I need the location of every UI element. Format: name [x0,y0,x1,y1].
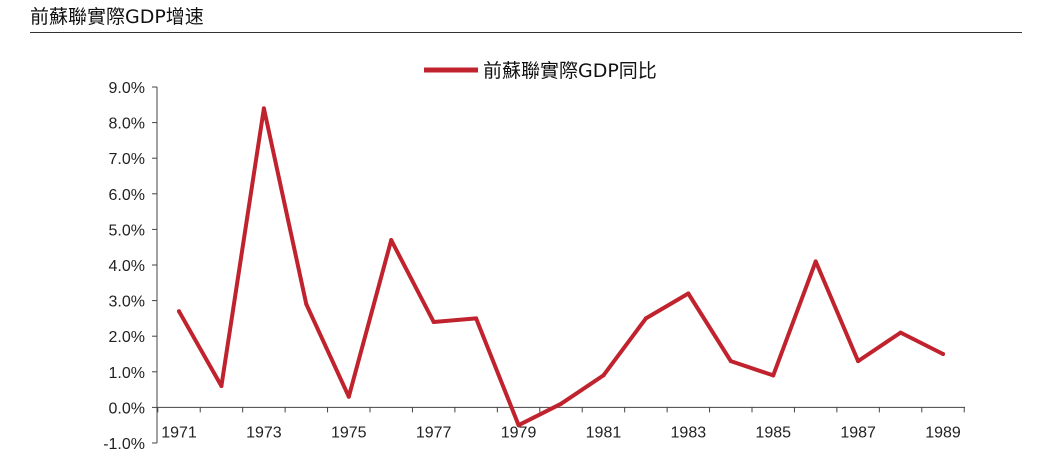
data-point [261,106,266,111]
x-tick-label: 1985 [755,424,791,441]
data-point [941,352,945,356]
page-title: 前蘇聯實際GDP增速 [30,6,204,28]
series-layer [177,106,945,428]
series-line [177,106,945,428]
y-tick-label: 3.0% [109,294,145,311]
data-point [643,316,648,321]
x-tick-label: 1977 [416,424,452,441]
y-tick-label: 7.0% [109,151,145,168]
data-point [516,423,521,428]
y-tick-label: 1.0% [109,365,145,382]
data-point [898,330,903,335]
data-point [728,359,733,364]
data-point [686,291,691,296]
y-tick-label: 8.0% [109,116,145,133]
x-tick-label: 1979 [501,424,537,441]
data-point [346,394,351,399]
y-tick-label: -1.0% [103,436,145,453]
data-point [813,259,818,264]
data-point [856,359,861,364]
legend: 前蘇聯實際GDP同比 [424,60,657,82]
legend-label: 前蘇聯實際GDP同比 [483,60,657,82]
y-tick-label: 0.0% [109,400,145,417]
data-point [474,316,479,321]
data-point [389,238,394,243]
x-tick-label: 1989 [925,424,961,441]
y-axis: 9.0% 8.0% 7.0% 6.0% 5.0% 4.0% 3.0% 2.0% 1.0% 0.0%… [103,80,158,453]
y-tick-label: 5.0% [109,222,145,239]
data-point [219,384,224,389]
x-tick-label: 1975 [331,424,367,441]
x-tick-label: 1973 [246,424,282,441]
y-tick-label: 2.0% [109,329,145,346]
y-tick-label: 9.0% [109,80,145,97]
x-tick-label: 1983 [671,424,707,441]
data-point [771,373,776,378]
y-tick-label: 4.0% [109,258,145,275]
x-tick-label: 1987 [840,424,876,441]
data-point [304,302,309,307]
x-axis: 1971 1973 1975 1977 1979 1981 1983 1985 1987 1989 [157,406,965,441]
y-tick-label: 6.0% [109,187,145,204]
data-point [559,401,563,406]
x-tick-label: 1971 [161,424,197,441]
header: 前蘇聯實際GDP增速 [30,4,1022,33]
data-point [177,309,181,314]
data-point [431,319,436,324]
x-tick-label: 1981 [586,424,622,441]
data-point [601,373,606,378]
